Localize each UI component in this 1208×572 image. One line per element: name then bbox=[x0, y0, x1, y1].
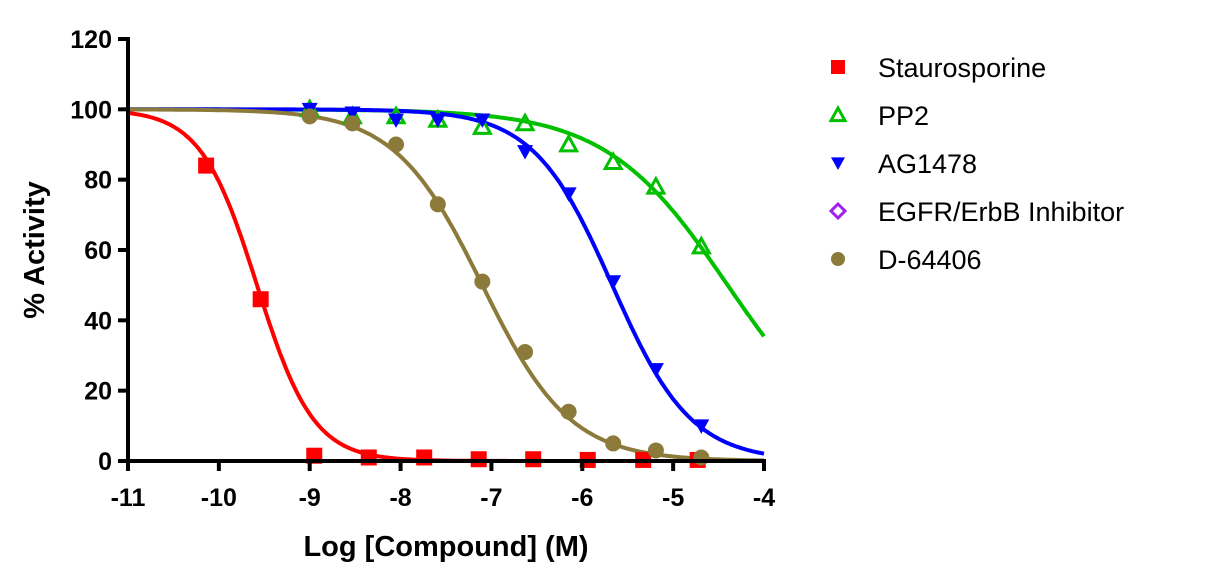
legend-label-pp2: PP2 bbox=[878, 101, 929, 131]
data-point-pp2 bbox=[690, 235, 712, 255]
x-tick-label: -4 bbox=[753, 484, 775, 512]
data-point-d-64406 bbox=[388, 136, 405, 153]
fit-curve-d-64406 bbox=[128, 107, 764, 463]
data-point-ag1478 bbox=[560, 187, 577, 202]
data-point-d-64406 bbox=[517, 343, 534, 360]
data-point-ag1478 bbox=[517, 145, 534, 160]
legend-marker-d-64406 bbox=[831, 252, 845, 266]
data-point-d-64406 bbox=[474, 273, 491, 290]
x-tick-label: -10 bbox=[201, 484, 237, 512]
fit-curve-staurosporine bbox=[127, 110, 764, 463]
data-point-d-64406 bbox=[429, 196, 446, 213]
data-point-d-64406 bbox=[560, 403, 577, 420]
data-point-ag1478 bbox=[693, 419, 710, 434]
x-tick-label: -11 bbox=[111, 484, 146, 512]
legend-label-staurosporine: Staurosporine bbox=[878, 53, 1046, 83]
axes: 0 20 40 60 80 100 120 -11 -10 -9 -8 -7 -6 -5 -4 bbox=[70, 26, 775, 512]
data-point-d-64406 bbox=[693, 449, 710, 466]
data-point-staurosporine bbox=[360, 449, 377, 466]
legend-label-ag1478: AG1478 bbox=[878, 149, 977, 179]
data-point-d-64406 bbox=[344, 115, 361, 132]
legend: Staurosporine PP2 AG1478 EGFR/ErbB Inhibito… bbox=[828, 53, 1124, 275]
data-point-staurosporine bbox=[252, 291, 269, 308]
y-tick-label: 20 bbox=[84, 378, 112, 406]
data-point-d-64406 bbox=[301, 108, 318, 125]
fit-curves bbox=[127, 107, 766, 463]
x-tick-label: -9 bbox=[299, 484, 321, 512]
x-tick-label: -8 bbox=[389, 484, 411, 512]
fit-curve-pp2 bbox=[128, 107, 766, 338]
data-point-pp2 bbox=[558, 133, 580, 153]
y-tick-label: 100 bbox=[70, 96, 112, 124]
legend-label-egfr-erbb-inhibitor: EGFR/ErbB Inhibitor bbox=[878, 197, 1124, 227]
data-point-pp2 bbox=[514, 112, 536, 132]
y-tick-label: 40 bbox=[84, 307, 112, 335]
data-point-staurosporine bbox=[198, 157, 215, 174]
data-point-ag1478 bbox=[474, 113, 491, 128]
y-tick-label: 60 bbox=[84, 237, 112, 265]
data-point-ag1478 bbox=[344, 106, 361, 121]
y-tick-label: 120 bbox=[70, 26, 112, 54]
legend-marker-pp2 bbox=[828, 104, 848, 123]
data-point-ag1478 bbox=[388, 113, 405, 128]
legend-marker-egfr-erbb-inhibitor bbox=[828, 201, 848, 221]
legend-label-d-64406: D-64406 bbox=[878, 245, 982, 275]
y-tick-label: 0 bbox=[98, 448, 112, 476]
x-tick-label: -6 bbox=[571, 484, 593, 512]
data-point-ag1478 bbox=[647, 363, 664, 378]
y-tick-label: 80 bbox=[84, 167, 112, 195]
data-point-staurosporine bbox=[416, 449, 433, 466]
data-points bbox=[198, 98, 712, 468]
x-axis-label: Log [Compound] (M) bbox=[303, 531, 588, 563]
data-point-ag1478 bbox=[429, 113, 446, 128]
y-axis-label: % Activity bbox=[19, 181, 51, 319]
fit-curve-ag1478 bbox=[128, 107, 765, 456]
data-point-pp2 bbox=[602, 150, 624, 170]
data-point-pp2 bbox=[471, 115, 493, 135]
data-point-d-64406 bbox=[647, 442, 664, 459]
data-point-pp2 bbox=[645, 175, 667, 195]
x-tick-label: -5 bbox=[662, 484, 684, 512]
data-point-ag1478 bbox=[605, 275, 622, 290]
legend-marker-staurosporine bbox=[831, 60, 845, 74]
legend-marker-ag1478 bbox=[831, 157, 845, 170]
data-point-d-64406 bbox=[605, 435, 622, 452]
x-tick-label: -7 bbox=[480, 484, 502, 512]
